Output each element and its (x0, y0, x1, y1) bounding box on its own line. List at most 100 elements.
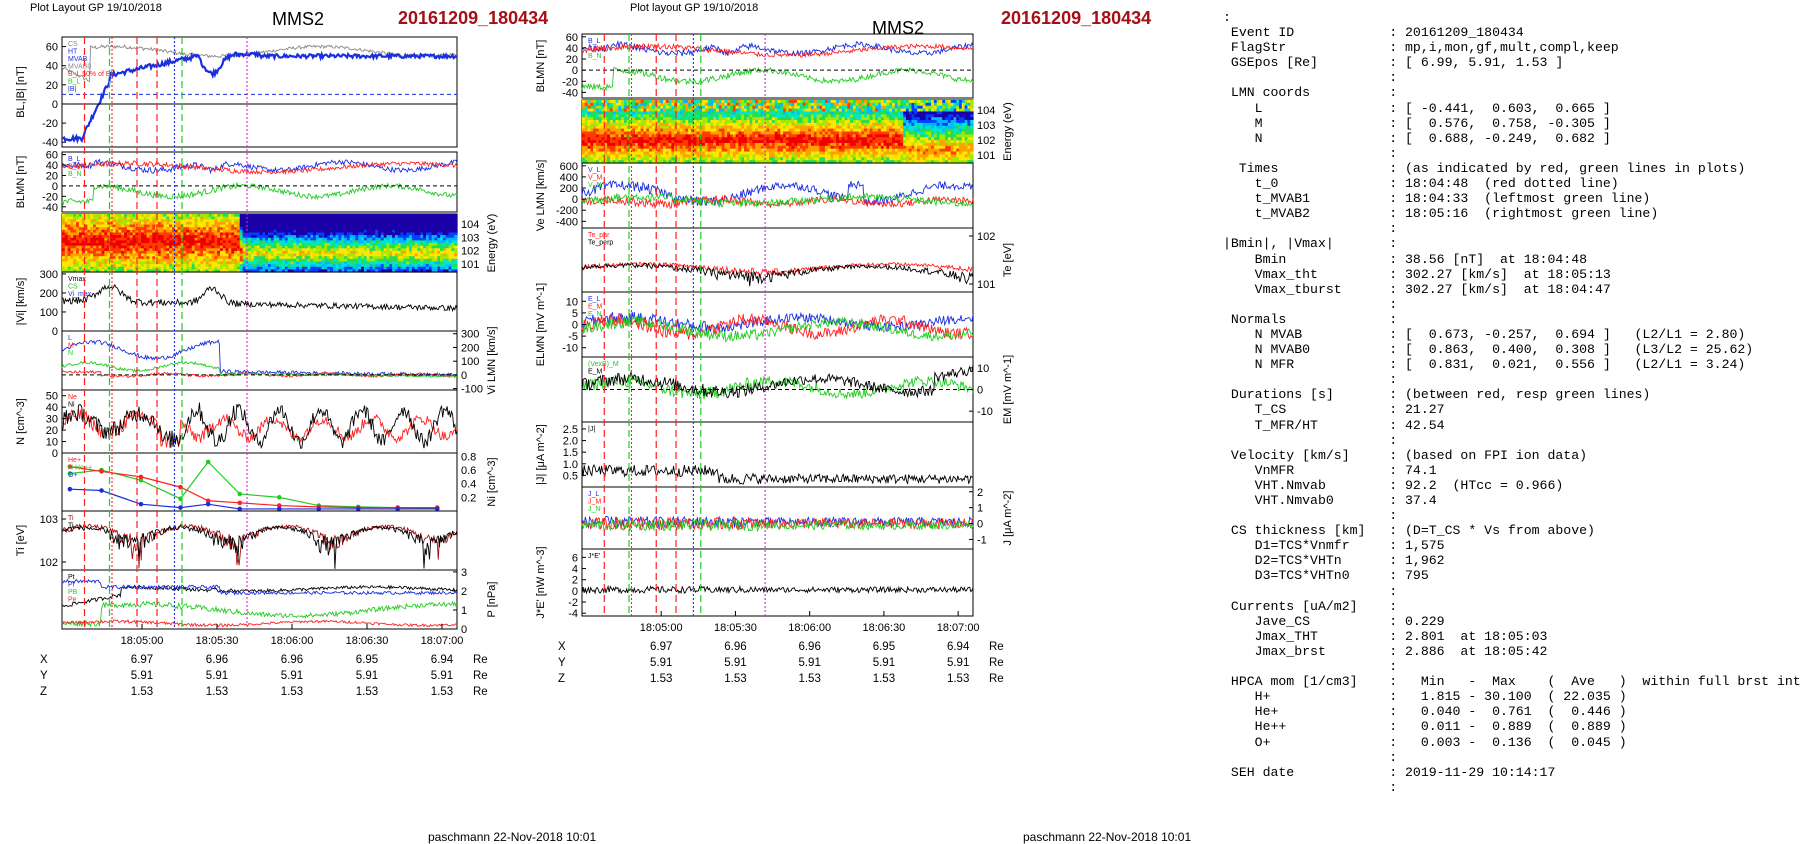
ytick-N: 20 (46, 425, 58, 437)
panel-frame-P (62, 570, 457, 629)
legend-B: |B| (68, 86, 76, 93)
ylabel-BLMN: BLMN [nT] (15, 156, 27, 209)
pos-unit: Re (473, 686, 488, 698)
ytick-B: -20 (42, 118, 58, 130)
legend-BLMN: B_N (68, 171, 82, 178)
ytick-B: -40 (42, 137, 58, 149)
ion-line (70, 462, 437, 508)
ylabel-Ti: Ti [eV] (15, 525, 27, 556)
ytick-N: 10 (46, 437, 58, 449)
series-B-|B| (62, 45, 457, 81)
legend-B: B_L (68, 79, 81, 86)
ylabel-B: BL,|B| [nT] (15, 66, 27, 118)
ytick-spec: 104 (461, 219, 479, 231)
series-BLMN-L (62, 160, 457, 174)
legend-ViLMN: N (68, 350, 73, 357)
ytick-ViLMN: -100 (461, 384, 483, 396)
panel-frame-Nions (62, 453, 457, 511)
series-P-Pe (62, 620, 457, 627)
ytick-Nions: 0.6 (461, 465, 476, 477)
pos-value: 1.53 (431, 686, 453, 698)
ytick-Nions: 0.8 (461, 451, 476, 463)
ytick-BLMN: -40 (42, 202, 58, 214)
legend-B2: B_M (588, 46, 603, 53)
legend-Ti: Ti (68, 515, 74, 522)
legend-B: B_L 50% of BL (68, 71, 115, 78)
ytick-N: 0 (52, 448, 58, 460)
ytick-spec: 101 (461, 259, 479, 271)
ylabel-N: N [cm^-3] (15, 398, 27, 445)
ytick-B: 0 (52, 99, 58, 111)
pos-value: 1.53 (356, 686, 378, 698)
ytick-P: 1 (461, 605, 467, 617)
legend-BLMN: B_L (68, 156, 81, 163)
legend-P: Pt (68, 574, 75, 581)
xtick-label: 18:07:00 (421, 635, 464, 647)
legend-B: CS (68, 41, 78, 48)
legend-P: Pi (68, 582, 75, 589)
legend-ViLMN: M (68, 343, 74, 350)
legend-B: HT (68, 49, 78, 56)
ion-line (70, 467, 437, 508)
pos-value: 5.91 (131, 670, 153, 682)
legend-N: Ne (68, 394, 77, 401)
pos-value: 6.94 (431, 654, 454, 666)
ytick-B2: -40 (562, 87, 578, 99)
ytick-Vi: 0 (52, 326, 58, 338)
legend-Nions: N He++ (68, 465, 92, 472)
legend-Vi: CS (68, 284, 78, 291)
series-N-Ni (62, 403, 457, 449)
legend-P: PB (68, 589, 78, 596)
pos-value: 1.53 (206, 686, 228, 698)
xtick-label: 18:06:30 (346, 635, 389, 647)
ytick-ViLMN: 100 (461, 356, 479, 368)
ytick-N: 30 (46, 414, 58, 426)
pos-value: 6.95 (356, 654, 378, 666)
series-Ti-Ti2 (62, 526, 457, 569)
pos-value: 5.91 (356, 670, 378, 682)
pos-unit: Re (473, 654, 488, 666)
ytick-Ti: 103 (40, 514, 58, 526)
ytick-N: 40 (46, 402, 58, 414)
xtick-label: 18:05:00 (121, 635, 164, 647)
series-P-Pi (62, 602, 457, 627)
ytick-Vi: 200 (40, 288, 58, 300)
pos-label-X: X (40, 654, 48, 666)
ylabel-Nions: Ni [cm^-3] (486, 457, 498, 506)
legend-Vi: Vi_max (68, 291, 92, 298)
series-BLMN-M (62, 161, 457, 174)
ion-line (70, 489, 437, 509)
xtick-label: 18:06:00 (271, 635, 314, 647)
series-Vi-|Vi| (62, 285, 457, 311)
ylabel-B2: BLMN [nT] (535, 40, 547, 93)
pos-value: 5.91 (281, 670, 303, 682)
legend-ViLMN: L (68, 335, 72, 342)
panel-frame-BLMN (62, 152, 457, 212)
ylabel-P: P [nPa] (486, 582, 498, 618)
xtick-label: 18:05:30 (196, 635, 239, 647)
ytick-Ti: 102 (40, 557, 58, 569)
legend-P: Pe (68, 597, 77, 604)
ytick-Vi: 300 (40, 269, 58, 281)
pos-value: 1.53 (131, 686, 153, 698)
panel-frame-ViLMN (62, 331, 457, 390)
legend-B2: B_N (588, 53, 602, 60)
pos-value: 6.96 (206, 654, 228, 666)
pos-label-Y: Y (40, 670, 48, 682)
ytick-ViLMN: 200 (461, 342, 479, 354)
ytick-B: 60 (46, 42, 58, 54)
ytick-P: 2 (461, 586, 467, 598)
legend-Ti: Ti (68, 523, 74, 530)
ytick-Vi: 100 (40, 307, 58, 319)
panel-frame-Vi (62, 272, 457, 331)
legend-Vi: Vmax (68, 276, 86, 283)
ytick-ViLMN: 300 (461, 329, 479, 341)
ytick-B: 40 (46, 61, 58, 73)
ytick-ViLMN: 0 (461, 370, 467, 382)
ylabel-ViLMN: Vi LMN [km/s] (486, 326, 498, 394)
legend-BLMN: B_M (68, 164, 83, 171)
ytick-Nions: 0.4 (461, 479, 476, 491)
ylabel-Vi: |Vi| [km/s] (15, 278, 27, 326)
ylabel-spec: Energy (eV) (486, 214, 498, 273)
